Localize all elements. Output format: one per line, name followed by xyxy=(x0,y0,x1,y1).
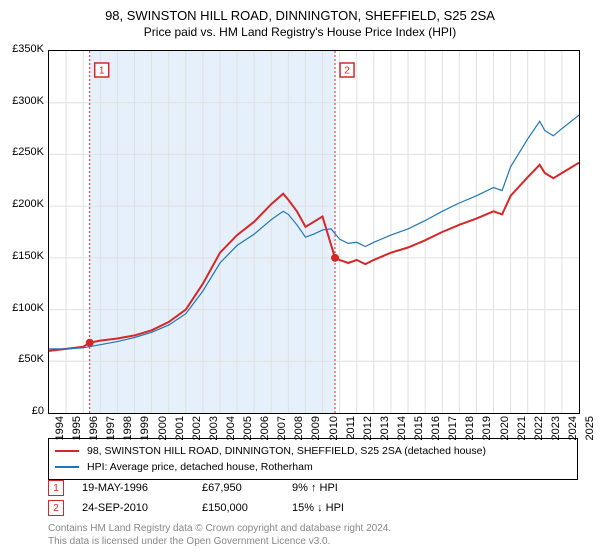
marker-price: £150,000 xyxy=(202,502,292,514)
plot-area: 12 xyxy=(48,50,580,414)
y-tick-label: £50K xyxy=(2,353,44,365)
marker-info-row: 2 24-SEP-2010£150,00015% ↓ HPI xyxy=(48,498,412,518)
marker-price: £67,950 xyxy=(202,482,292,494)
marker-date: 19-MAY-1996 xyxy=(82,482,202,494)
title-area: 98, SWINSTON HILL ROAD, DINNINGTON, SHEF… xyxy=(0,0,600,39)
legend-label: 98, SWINSTON HILL ROAD, DINNINGTON, SHEF… xyxy=(87,443,486,459)
legend-label: HPI: Average price, detached house, Roth… xyxy=(87,459,313,475)
title-line1: 98, SWINSTON HILL ROAD, DINNINGTON, SHEF… xyxy=(0,8,600,23)
x-tick-label: 2025 xyxy=(584,416,596,446)
copyright-text: Contains HM Land Registry data © Crown c… xyxy=(48,522,391,548)
y-tick-label: £350K xyxy=(2,43,44,55)
marker-id-box: 1 xyxy=(48,480,64,496)
y-tick-label: £250K xyxy=(2,146,44,158)
marker-id-box: 2 xyxy=(48,500,64,516)
svg-text:2: 2 xyxy=(344,66,350,77)
copyright-line2: This data is licensed under the Open Gov… xyxy=(48,535,391,548)
y-tick-label: £0 xyxy=(2,405,44,417)
marker-date: 24-SEP-2010 xyxy=(82,502,202,514)
svg-text:1: 1 xyxy=(99,66,105,77)
legend-row: HPI: Average price, detached house, Roth… xyxy=(55,459,571,475)
y-tick-label: £300K xyxy=(2,95,44,107)
title-line2: Price paid vs. HM Land Registry's House … xyxy=(0,25,600,39)
y-tick-label: £100K xyxy=(2,302,44,314)
legend-box: 98, SWINSTON HILL ROAD, DINNINGTON, SHEF… xyxy=(48,438,578,480)
chart-container: 98, SWINSTON HILL ROAD, DINNINGTON, SHEF… xyxy=(0,0,600,560)
marker-pct: 15% ↓ HPI xyxy=(292,502,412,514)
marker-pct: 9% ↑ HPI xyxy=(292,482,412,494)
y-tick-label: £150K xyxy=(2,250,44,262)
chart-svg: 12 xyxy=(49,51,579,413)
copyright-line1: Contains HM Land Registry data © Crown c… xyxy=(48,522,391,535)
marker-info-table: 1 19-MAY-1996£67,9509% ↑ HPI 2 24-SEP-2010£… xyxy=(48,478,412,518)
legend-swatch xyxy=(55,466,79,467)
marker-info-row: 1 19-MAY-1996£67,9509% ↑ HPI xyxy=(48,478,412,498)
y-tick-label: £200K xyxy=(2,198,44,210)
legend-swatch xyxy=(55,450,79,452)
legend-row: 98, SWINSTON HILL ROAD, DINNINGTON, SHEF… xyxy=(55,443,571,459)
